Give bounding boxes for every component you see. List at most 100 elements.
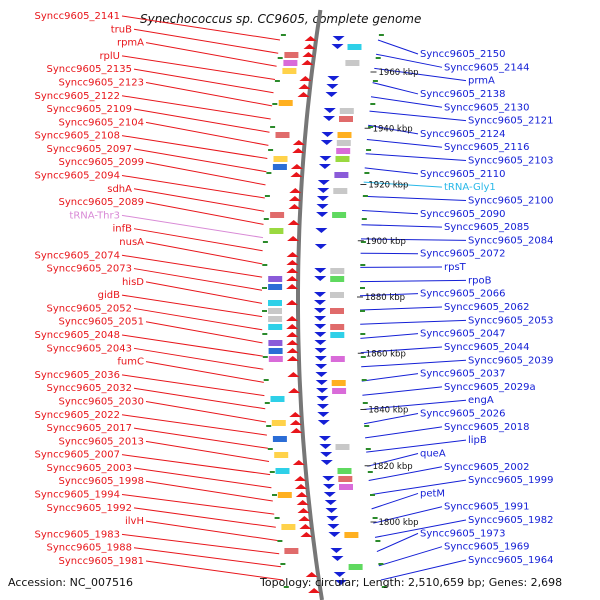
- reverse-cog-block: [347, 44, 362, 50]
- outer-left-tick: [264, 402, 270, 404]
- reverse-gene-arrow: [318, 436, 331, 441]
- reverse-cog-block: [330, 292, 344, 298]
- reverse-gene-arrow: [314, 340, 327, 345]
- forward-cog-block: [272, 164, 287, 170]
- left-gene-label: Syncc9605_1988: [47, 543, 133, 554]
- right-label-connector: [374, 67, 467, 82]
- left-gene-label: Syncc9605_2051: [59, 317, 145, 328]
- left-gene-label: Syncc9605_2043: [47, 343, 133, 354]
- reverse-gene-arrow: [316, 212, 329, 217]
- outer-right-tick: [360, 356, 366, 358]
- right-gene-label: Syncc9605_2085: [444, 222, 530, 233]
- reverse-gene-arrow: [319, 444, 332, 449]
- forward-gene-arrow: [290, 428, 303, 433]
- reverse-gene-arrow: [316, 204, 329, 209]
- left-label-connector: [121, 95, 271, 120]
- right-gene-label: lipB: [468, 435, 487, 446]
- left-gene-label: Syncc9605_2123: [59, 77, 145, 88]
- forward-gene-arrow: [288, 196, 301, 201]
- outer-left-tick: [262, 264, 268, 266]
- left-label-connector: [133, 347, 264, 370]
- right-label-connector: [361, 373, 419, 382]
- left-label-connector: [133, 188, 265, 212]
- reverse-gene-arrow: [325, 508, 338, 513]
- right-gene-label: Syncc9605_2090: [420, 209, 506, 220]
- reverse-cog-block: [330, 324, 345, 330]
- left-label-connector: [121, 334, 263, 357]
- forward-cog-block: [271, 420, 286, 426]
- left-label-connector: [121, 135, 268, 159]
- reverse-gene-arrow: [330, 548, 343, 553]
- outer-left-tick: [262, 241, 268, 243]
- left-label-connector: [121, 533, 280, 555]
- reverse-gene-arrow: [333, 572, 346, 577]
- left-gene-label: Syncc9605_1983: [35, 529, 121, 540]
- reverse-cog-block: [339, 108, 354, 114]
- reverse-gene-arrow: [314, 316, 327, 321]
- forward-cog-block: [270, 212, 285, 218]
- right-label-connector: [363, 399, 467, 410]
- left-gene-label: truB: [111, 24, 132, 35]
- right-label-connector: [380, 559, 467, 581]
- left-label-connector: [145, 361, 264, 383]
- right-gene-label: Syncc9605_2062: [444, 302, 530, 313]
- right-gene-label: petM: [420, 488, 445, 499]
- reverse-gene-arrow: [324, 500, 337, 505]
- reverse-cog-block: [331, 380, 346, 386]
- forward-cog-block: [273, 156, 288, 162]
- left-label-connector: [145, 440, 270, 462]
- right-label-connector: [368, 466, 443, 481]
- forward-gene-arrow: [286, 332, 299, 337]
- outer-right-tick: [370, 103, 376, 105]
- gene-labels: Syncc9605_2141 truB rpmA rplU Syncc9605_2135…: [35, 11, 554, 567]
- left-label-connector: [133, 228, 263, 252]
- left-gene-label: Syncc9605_2097: [47, 144, 133, 155]
- reverse-gene-arrow: [332, 36, 345, 41]
- left-label-connector: [133, 467, 272, 489]
- map-title: Synechococcus sp. CC9605, complete genom…: [140, 12, 421, 26]
- right-label-connector: [378, 546, 443, 567]
- left-label-connector: [121, 294, 263, 318]
- forward-gene-arrow: [286, 284, 299, 289]
- left-gene-label: Syncc9605_1992: [47, 503, 133, 514]
- forward-gene-arrow: [287, 220, 300, 225]
- outer-left-tick: [268, 149, 274, 151]
- reverse-gene-arrow: [314, 292, 326, 297]
- outer-right-tick: [362, 402, 368, 404]
- right-gene-label: Syncc9605_2072: [420, 249, 506, 260]
- left-label-connector: [121, 175, 265, 199]
- right-gene-label: Syncc9605_2124: [420, 129, 506, 140]
- forward-cog-block: [268, 340, 283, 346]
- left-gene-label: Syncc9605_2135: [47, 64, 133, 75]
- reverse-gene-arrow: [334, 580, 347, 585]
- right-gene-label: Syncc9605_2026: [420, 409, 506, 420]
- reverse-cog-block: [330, 276, 345, 282]
- forward-gene-arrow: [286, 316, 299, 321]
- reverse-gene-arrow: [323, 116, 335, 121]
- forward-cog-block: [275, 468, 290, 474]
- forward-cog-block: [277, 492, 292, 498]
- left-gene-label: Syncc9605_2017: [47, 423, 133, 434]
- right-gene-label: prmA: [468, 76, 495, 87]
- reverse-gene-arrow: [314, 300, 326, 305]
- right-label-connector: [362, 195, 467, 201]
- left-label-connector: [145, 161, 266, 186]
- forward-gene-arrow: [286, 300, 298, 305]
- left-label-connector: [133, 507, 276, 528]
- reverse-cog-block: [332, 388, 347, 394]
- reverse-cog-block: [348, 564, 363, 570]
- right-label-connector: [359, 306, 443, 311]
- left-gene-label: Syncc9605_2032: [47, 383, 133, 394]
- reverse-gene-arrow: [318, 164, 331, 169]
- left-gene-label: tRNA-Thr3: [69, 210, 120, 221]
- reverse-gene-arrow: [325, 92, 338, 97]
- right-gene-label: Syncc9605_1991: [444, 502, 530, 513]
- left-gene-label: sdhA: [107, 184, 132, 195]
- left-gene-label: rplU: [99, 51, 120, 62]
- right-label-connector: [360, 346, 443, 354]
- forward-gene-arrow: [292, 140, 305, 145]
- left-gene-label: Syncc9605_1981: [59, 556, 145, 567]
- reverse-cog-block: [336, 148, 351, 154]
- outer-right-tick: [372, 517, 378, 519]
- right-gene-label: rpoB: [468, 275, 492, 286]
